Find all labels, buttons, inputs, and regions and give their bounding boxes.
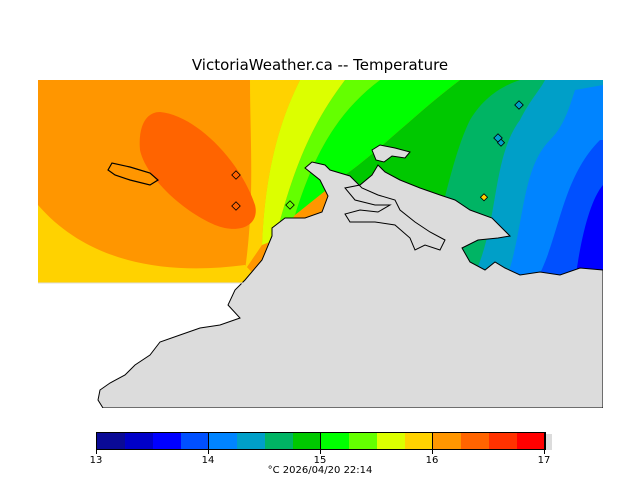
legend-tick-label: 15	[313, 455, 327, 466]
legend-swatch	[349, 433, 377, 449]
legend-tick	[320, 432, 321, 454]
legend-swatch	[433, 433, 461, 449]
station-markers	[231, 100, 524, 211]
legend-tick	[432, 432, 433, 454]
lake-outline	[107, 162, 160, 186]
legend-tick	[544, 432, 545, 454]
contour-yellow-south	[38, 205, 262, 283]
legend-tick-label: 14	[201, 455, 215, 466]
legend-color-bar	[96, 432, 546, 450]
legend-caption: °C 2026/04/20 22:14	[267, 465, 373, 476]
contour-lime	[262, 80, 345, 245]
legend-swatch	[153, 433, 181, 449]
station-marker[interactable]	[479, 193, 489, 202]
legend-shadow	[546, 434, 552, 450]
contour-yellow-east	[245, 80, 300, 270]
temperature-map[interactable]	[38, 80, 604, 409]
legend-swatch	[517, 433, 545, 449]
legend-tick	[96, 432, 97, 454]
station-marker[interactable]	[514, 100, 524, 110]
temperature-contour-svg	[38, 80, 604, 409]
legend-tick-label: 16	[425, 455, 439, 466]
legend-swatch	[265, 433, 293, 449]
legend-swatch	[97, 433, 125, 449]
legend-swatch	[321, 433, 349, 449]
contour-deepblue	[575, 185, 603, 283]
legend-swatch	[489, 433, 517, 449]
legend-tick	[208, 432, 209, 454]
station-marker[interactable]	[231, 201, 241, 211]
legend-swatch	[293, 433, 321, 449]
legend-swatch	[125, 433, 153, 449]
legend-swatch	[405, 433, 433, 449]
legend-swatch	[209, 433, 237, 449]
contour-warm-core	[139, 112, 256, 229]
station-marker[interactable]	[231, 170, 241, 180]
legend-swatch	[377, 433, 405, 449]
station-marker[interactable]	[496, 138, 506, 147]
land-mass	[97, 161, 604, 409]
legend-swatch	[461, 433, 489, 449]
legend-tick-label: 13	[89, 455, 103, 466]
color-legend	[96, 432, 552, 450]
legend-swatch	[237, 433, 265, 449]
legend-swatch	[181, 433, 209, 449]
station-marker[interactable]	[285, 200, 295, 210]
legend-tick-label: 17	[537, 455, 551, 466]
island-north	[371, 144, 411, 163]
map-title: VictoriaWeather.ca -- Temperature	[191, 56, 449, 74]
